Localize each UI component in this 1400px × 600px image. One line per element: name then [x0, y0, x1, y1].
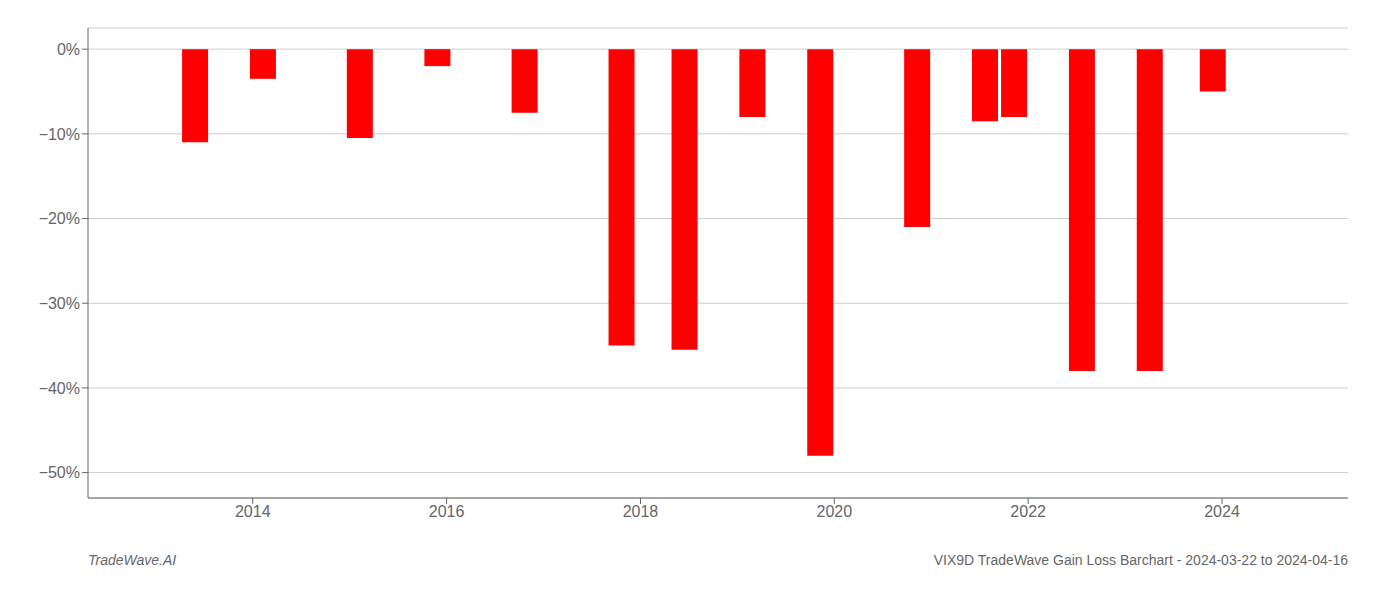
svg-text:0%: 0%: [57, 41, 80, 58]
svg-text:2018: 2018: [623, 503, 659, 520]
svg-text:2020: 2020: [817, 503, 853, 520]
svg-text:2016: 2016: [429, 503, 465, 520]
svg-text:2024: 2024: [1204, 503, 1240, 520]
html-text:TradeWave.AI: TradeWave.AI: [88, 552, 177, 568]
svg-text:2014: 2014: [235, 503, 271, 520]
html-text:VIX9D TradeWave Gain Loss Barc: VIX9D TradeWave Gain Loss Barchart - 202…: [933, 552, 1348, 568]
svg-text:−50%: −50%: [39, 464, 80, 481]
svg-text:−10%: −10%: [39, 126, 80, 143]
svg-text:−20%: −20%: [39, 210, 80, 227]
svg-text:−40%: −40%: [39, 380, 80, 397]
svg-text:−30%: −30%: [39, 295, 80, 312]
svg-text:2022: 2022: [1010, 503, 1046, 520]
